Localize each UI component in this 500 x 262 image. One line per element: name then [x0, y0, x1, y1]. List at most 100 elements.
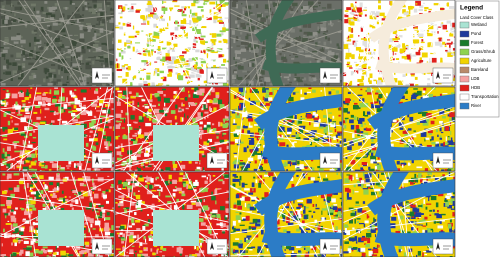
land-patch	[58, 208, 60, 210]
land-patch	[195, 162, 198, 164]
land-patch	[318, 2, 321, 4]
land-patch	[122, 127, 125, 128]
land-patch	[102, 108, 106, 109]
land-patch	[210, 33, 212, 35]
land-patch	[88, 217, 90, 221]
land-patch	[115, 27, 119, 29]
land-patch	[393, 51, 394, 55]
land-patch	[33, 223, 38, 225]
land-patch	[181, 58, 185, 61]
land-patch	[449, 34, 453, 37]
land-patch	[14, 242, 17, 246]
land-patch	[17, 240, 23, 241]
land-patch	[11, 112, 15, 113]
land-patch	[74, 35, 78, 36]
land-patch	[437, 27, 438, 30]
land-patch	[188, 94, 190, 97]
land-patch	[104, 102, 109, 103]
label-box	[207, 239, 227, 254]
land-patch	[86, 59, 91, 61]
land-patch	[255, 160, 257, 163]
land-patch	[133, 26, 134, 30]
land-patch	[344, 19, 348, 23]
land-patch	[20, 168, 21, 170]
land-patch	[57, 198, 59, 199]
land-patch	[130, 44, 132, 45]
land-patch	[159, 110, 164, 113]
land-patch	[412, 55, 416, 57]
land-patch	[92, 61, 94, 65]
land-patch	[94, 194, 99, 199]
land-patch	[107, 5, 109, 7]
land-patch	[423, 90, 426, 93]
land-patch	[135, 42, 140, 43]
land-patch	[216, 17, 222, 18]
land-patch	[11, 3, 12, 7]
land-patch	[20, 40, 26, 44]
land-patch	[332, 116, 334, 119]
land-patch	[234, 133, 237, 135]
land-patch	[352, 250, 353, 251]
land-patch	[116, 114, 122, 118]
land-patch	[345, 118, 349, 119]
land-patch	[310, 142, 311, 144]
land-patch	[56, 104, 60, 106]
land-patch	[194, 64, 197, 68]
land-patch	[181, 6, 184, 8]
land-patch	[421, 39, 423, 42]
land-patch	[394, 214, 397, 216]
land-patch	[404, 5, 405, 7]
land-patch	[165, 167, 170, 170]
land-patch	[212, 123, 214, 125]
land-patch	[376, 90, 381, 93]
land-patch	[93, 228, 96, 229]
land-patch	[173, 189, 177, 191]
land-patch	[81, 49, 85, 54]
land-patch	[296, 229, 300, 232]
land-patch	[366, 128, 371, 131]
land-patch	[223, 120, 225, 122]
land-patch	[31, 4, 36, 7]
land-patch	[452, 212, 454, 216]
land-patch	[84, 233, 85, 238]
land-patch	[94, 116, 96, 118]
land-patch	[29, 133, 32, 136]
land-patch	[97, 3, 102, 7]
land-patch	[25, 97, 30, 100]
land-patch	[24, 161, 25, 165]
land-patch	[164, 98, 170, 103]
land-patch	[53, 23, 58, 26]
land-patch	[170, 8, 172, 11]
land-patch	[249, 249, 252, 250]
land-patch	[122, 65, 125, 67]
land-patch	[209, 106, 211, 111]
land-patch	[92, 209, 93, 211]
land-patch	[316, 204, 317, 207]
land-patch	[79, 39, 85, 42]
land-patch	[23, 219, 26, 220]
land-patch	[101, 207, 104, 209]
land-patch	[300, 247, 306, 248]
land-patch	[223, 133, 227, 135]
land-patch	[154, 165, 156, 166]
map-panel	[343, 167, 460, 257]
land-patch	[236, 50, 241, 54]
land-patch	[284, 76, 289, 78]
land-patch	[423, 251, 426, 252]
land-patch	[8, 213, 10, 216]
land-patch	[180, 98, 184, 99]
land-patch	[48, 191, 54, 192]
land-patch	[247, 146, 249, 149]
land-patch	[305, 167, 308, 169]
land-patch	[96, 142, 99, 145]
land-patch	[174, 5, 179, 6]
land-patch	[296, 166, 301, 168]
land-patch	[0, 79, 2, 81]
land-patch	[107, 136, 112, 141]
land-patch	[103, 136, 106, 139]
land-patch	[238, 106, 243, 111]
land-patch	[146, 151, 148, 153]
land-patch	[148, 109, 152, 112]
land-patch	[448, 136, 450, 137]
land-patch	[105, 2, 110, 5]
